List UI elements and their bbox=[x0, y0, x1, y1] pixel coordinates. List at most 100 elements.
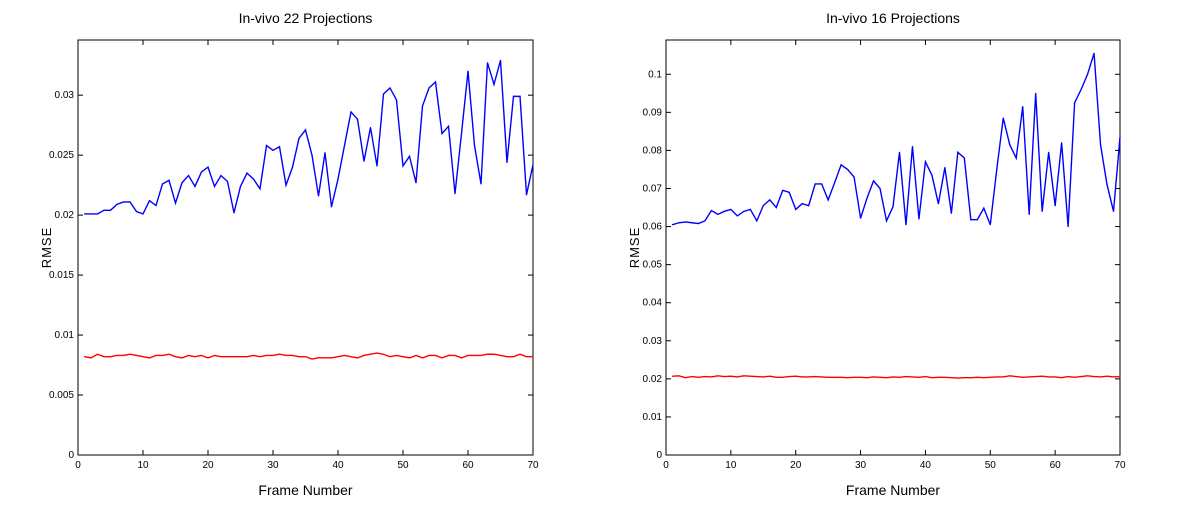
y-tick-label: 0.025 bbox=[49, 150, 74, 161]
data-point bbox=[350, 111, 352, 113]
data-point bbox=[1028, 376, 1030, 378]
data-point bbox=[736, 215, 738, 217]
data-point bbox=[298, 356, 300, 358]
data-point bbox=[473, 354, 476, 357]
data-point bbox=[1106, 184, 1108, 186]
x-tick-label: 50 bbox=[985, 460, 997, 471]
data-point bbox=[866, 377, 868, 379]
data-point bbox=[356, 357, 359, 359]
x-tick-label: 20 bbox=[790, 460, 802, 471]
y-axis-label: RMSE bbox=[39, 227, 54, 269]
data-point bbox=[350, 356, 352, 358]
data-point bbox=[83, 213, 86, 215]
data-point bbox=[749, 208, 751, 211]
data-point bbox=[1022, 376, 1024, 378]
y-tick-label: 0.015 bbox=[49, 270, 74, 281]
data-point bbox=[194, 185, 196, 187]
data-point bbox=[1041, 210, 1043, 212]
data-point bbox=[1035, 92, 1037, 94]
y-tick-label: 0.05 bbox=[643, 260, 663, 271]
data-point bbox=[847, 168, 849, 171]
data-point bbox=[684, 221, 687, 223]
plot-area bbox=[77, 39, 534, 456]
data-point bbox=[467, 354, 469, 357]
data-point bbox=[343, 144, 346, 147]
data-point bbox=[730, 208, 732, 211]
data-point bbox=[931, 174, 933, 176]
x-tick-label: 20 bbox=[202, 460, 214, 471]
data-point bbox=[421, 357, 424, 359]
data-point bbox=[142, 356, 144, 358]
data-point bbox=[898, 151, 901, 153]
data-point bbox=[795, 375, 797, 377]
data-point bbox=[963, 377, 965, 379]
data-point bbox=[950, 377, 952, 379]
data-point bbox=[441, 132, 443, 135]
data-point bbox=[207, 166, 209, 168]
data-point bbox=[395, 99, 398, 101]
y-tick-label: 0.06 bbox=[643, 222, 663, 233]
x-tick-label: 40 bbox=[332, 460, 344, 471]
data-point bbox=[743, 375, 745, 377]
data-point bbox=[1048, 151, 1050, 153]
data-point bbox=[957, 377, 959, 379]
data-point bbox=[148, 357, 151, 359]
data-point bbox=[129, 201, 131, 203]
y-tick-label: 0 bbox=[68, 450, 74, 461]
data-point bbox=[827, 199, 829, 201]
data-point bbox=[454, 354, 456, 357]
data-point bbox=[1067, 375, 1069, 378]
data-point bbox=[103, 209, 105, 211]
data-point bbox=[343, 354, 346, 357]
data-point bbox=[1080, 375, 1082, 378]
x-tick-label: 60 bbox=[1050, 460, 1062, 471]
data-point bbox=[859, 217, 862, 219]
data-point bbox=[924, 161, 927, 163]
data-point bbox=[691, 222, 693, 224]
data-point bbox=[924, 375, 927, 378]
data-point bbox=[944, 376, 946, 378]
data-point bbox=[885, 220, 888, 222]
data-point bbox=[788, 375, 790, 378]
data-point bbox=[976, 376, 978, 378]
data-point bbox=[1106, 375, 1108, 377]
data-point bbox=[853, 176, 855, 178]
y-tick-label: 0.02 bbox=[55, 210, 75, 221]
data-point bbox=[246, 172, 248, 174]
data-point bbox=[395, 354, 398, 357]
data-point bbox=[252, 178, 255, 180]
data-point bbox=[996, 376, 998, 378]
x-tick-label: 30 bbox=[855, 460, 867, 471]
data-point bbox=[918, 218, 920, 220]
data-point bbox=[161, 183, 164, 185]
data-point bbox=[226, 180, 229, 183]
data-point bbox=[756, 375, 758, 378]
x-tick-label: 70 bbox=[1114, 460, 1126, 471]
chart-title: In-vivo 22 Projections bbox=[239, 10, 373, 26]
data-point bbox=[1093, 52, 1095, 54]
data-point bbox=[415, 354, 417, 357]
data-point bbox=[704, 375, 706, 378]
data-point bbox=[723, 375, 725, 378]
data-point bbox=[697, 376, 700, 378]
data-point bbox=[129, 353, 131, 355]
data-point bbox=[486, 62, 489, 64]
data-point bbox=[272, 354, 274, 357]
data-point bbox=[90, 357, 92, 359]
data-point bbox=[1112, 210, 1115, 212]
data-point bbox=[512, 356, 515, 358]
data-point bbox=[996, 168, 998, 171]
data-point bbox=[1099, 376, 1102, 378]
data-point bbox=[684, 377, 687, 379]
data-point bbox=[428, 354, 430, 357]
data-point bbox=[879, 376, 881, 378]
data-point bbox=[447, 354, 450, 357]
data-point bbox=[834, 182, 836, 184]
data-point bbox=[918, 376, 920, 378]
data-point bbox=[671, 224, 674, 226]
data-point bbox=[298, 137, 300, 139]
data-point bbox=[408, 155, 411, 157]
data-point bbox=[1041, 375, 1043, 377]
y-tick-label: 0.04 bbox=[643, 298, 663, 309]
data-point bbox=[460, 357, 463, 359]
